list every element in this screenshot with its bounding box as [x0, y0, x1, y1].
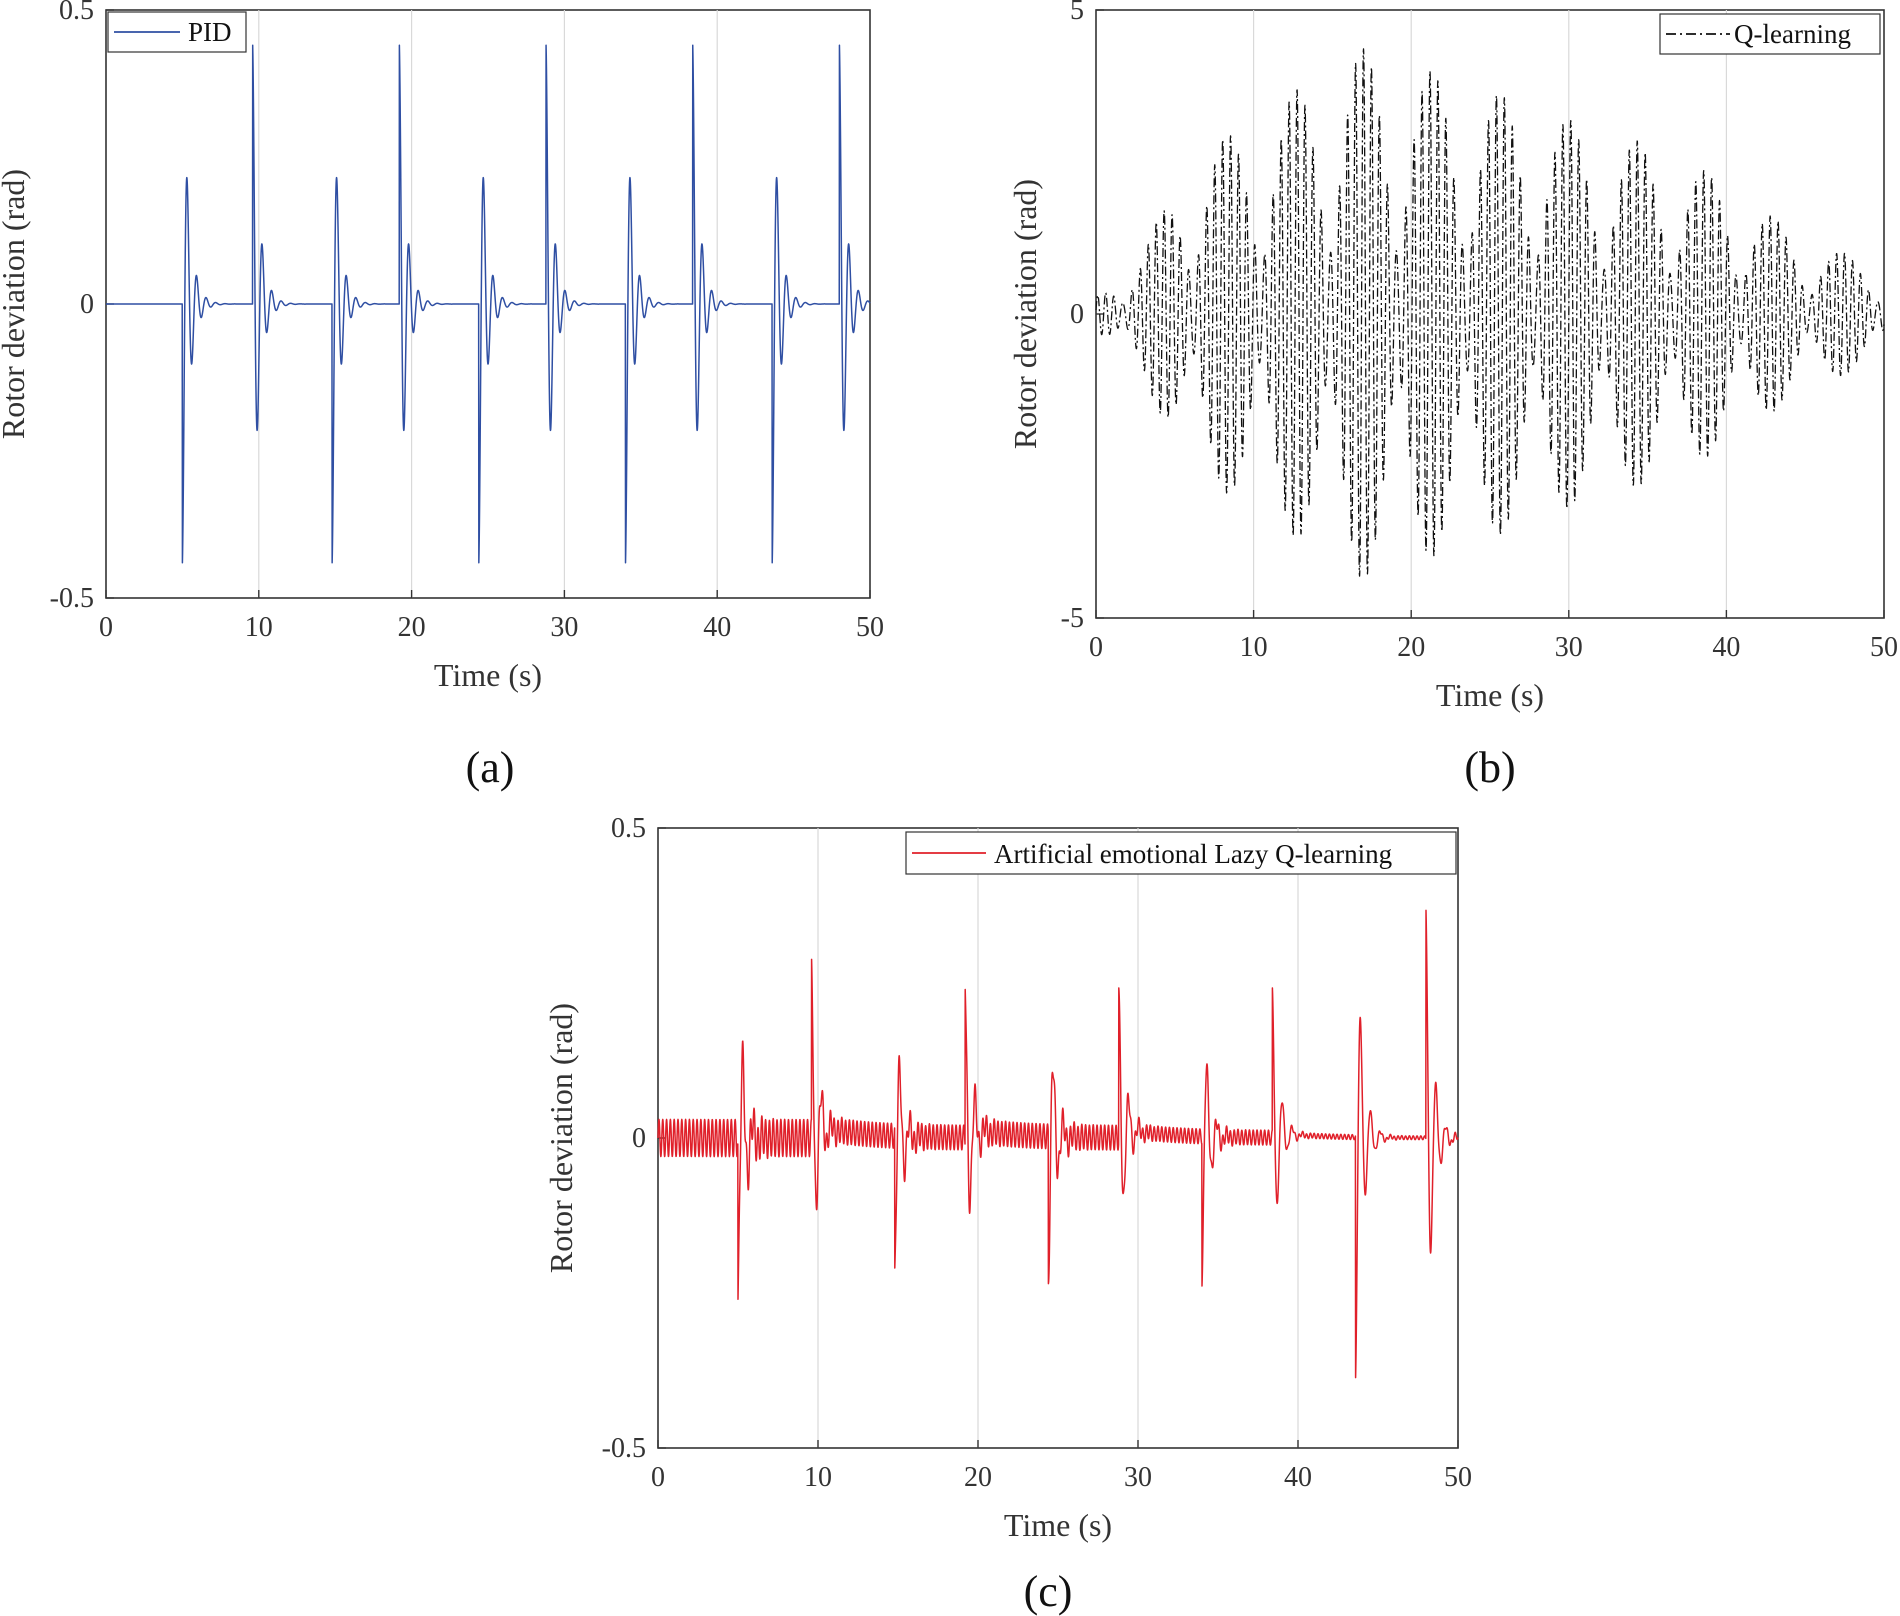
panel-c-legend: Artificial emotional Lazy Q-learning	[905, 831, 1457, 875]
panel-a-series	[105, 44, 871, 564]
panel-a-y-tick-label: 0	[80, 289, 94, 320]
panel-a-legend-label: PID	[188, 17, 232, 47]
panel-b-gridlines	[1252, 10, 1728, 618]
panel-b-x-tick-label: 0	[1089, 632, 1103, 663]
panel-b-x-axis-label: Time (s)	[1436, 677, 1544, 713]
panel-a-x-axis-label: Time (s)	[434, 657, 542, 693]
panel-b-x-tick-label: 50	[1870, 632, 1898, 663]
panel-c-x-tick-label: 20	[964, 1462, 992, 1493]
panel-b-y-tick-label: 0	[1070, 299, 1084, 330]
panel-c-x-axis-label: Time (s)	[1004, 1507, 1112, 1543]
panel-a-x-tick-label: 40	[703, 612, 731, 643]
panel-c-series	[657, 909, 1459, 1379]
panel-b-y-tick-label: 5	[1070, 0, 1084, 26]
panel-a-y-tick-label: -0.5	[50, 583, 94, 614]
panel-b-legend-label: Q-learning	[1734, 19, 1851, 49]
panel-a-y-axis-label: Rotor deviation (rad)	[0, 169, 31, 439]
panel-a-x-tick-label: 10	[245, 612, 273, 643]
panel-c-y-tick-label: 0.5	[611, 813, 646, 844]
panel-c-x-tick-label: 0	[651, 1462, 665, 1493]
panel-b-chart: 0 10 20 30 40 50 -505 Time (s) Rotor deviatio…	[1007, 0, 1898, 792]
panel-b-x-tick-label: 30	[1555, 632, 1583, 663]
panel-a-series-line-0	[105, 44, 871, 564]
panel-c-x-tick-label: 10	[804, 1462, 832, 1493]
panel-b-x-ticks: 0 10 20 30 40 50	[1089, 610, 1898, 663]
panel-c-y-tick-label: -0.5	[602, 1433, 646, 1464]
panel-c-x-tick-label: 30	[1124, 1462, 1152, 1493]
panel-c-series-line-0	[657, 909, 1459, 1379]
panel-b-legend: Q-learning	[1659, 13, 1881, 55]
panel-c-y-axis-label: Rotor deviation (rad)	[543, 1003, 579, 1273]
panel-c-x-ticks: 0 10 20 30 40 50	[651, 1440, 1472, 1493]
panel-b-x-tick-label: 20	[1397, 632, 1425, 663]
panel-a-chart: 0 10 20 30 40 50 -0.500.5 Time (s) Rotor devi…	[0, 0, 884, 792]
panel-c-legend-box	[905, 831, 1457, 875]
panel-b-x-tick-label: 10	[1240, 632, 1268, 663]
panel-b-caption: (b)	[1464, 743, 1515, 792]
panel-a-x-tick-label: 0	[99, 612, 113, 643]
panel-c-chart: 0 10 20 30 40 50 -0.500.5 Time (s) Rotor devi…	[543, 813, 1472, 1616]
panel-c-y-tick-label: 0	[632, 1123, 646, 1154]
panel-b-series	[1095, 48, 1885, 577]
panel-b-x-tick-label: 40	[1712, 632, 1740, 663]
panel-a-legend: PID	[107, 11, 247, 53]
panel-a-x-tick-label: 30	[550, 612, 578, 643]
panel-a-caption: (a)	[466, 743, 515, 792]
panel-b-y-axis-label: Rotor deviation (rad)	[1007, 179, 1043, 449]
panel-a-x-tick-label: 50	[856, 612, 884, 643]
panel-a-x-ticks: 0 10 20 30 40 50	[99, 590, 884, 643]
panel-c-caption: (c)	[1024, 1567, 1073, 1616]
panel-b-series-line-0	[1095, 48, 1885, 577]
panel-c-y-ticks: -0.5 0 0.5	[602, 813, 666, 1464]
panel-c-x-tick-label: 40	[1284, 1462, 1312, 1493]
panel-b-y-ticks: -5 0 5	[1061, 0, 1104, 634]
panel-c-x-tick-label: 50	[1444, 1462, 1472, 1493]
panel-c-legend-label: Artificial emotional Lazy Q-learning	[994, 839, 1392, 869]
panel-b-y-tick-label: -5	[1061, 603, 1084, 634]
panel-a-y-tick-label: 0.5	[59, 0, 94, 26]
panel-a-y-ticks: -0.5 0 0.5	[50, 0, 114, 614]
panel-b-legend-box	[1659, 13, 1881, 55]
panel-a-x-tick-label: 20	[398, 612, 426, 643]
